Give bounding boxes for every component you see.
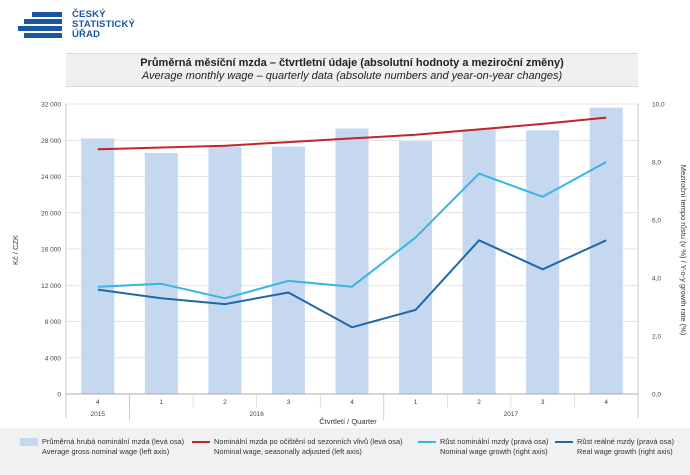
x-tick-label: 4 <box>350 399 354 406</box>
chart-subtitle: Average monthly wage – quarterly data (a… <box>141 70 563 82</box>
legend-label: Růst nominální mzdy (pravá osa) <box>440 437 549 446</box>
bar <box>335 128 369 394</box>
logo-line: STATISTICKÝ <box>72 19 136 30</box>
bar <box>462 129 496 394</box>
logo-text: ČESKÝ STATISTICKÝ ÚŘAD <box>72 10 135 40</box>
y-right-tick-label: 6,0 <box>652 218 661 225</box>
x-year-label: 2017 <box>504 411 519 418</box>
legend: Průměrná hrubá nominální mzda (levá osa)… <box>0 428 690 475</box>
legend-label: Average gross nominal wage (left axis) <box>42 447 170 456</box>
legend-swatch <box>418 441 436 443</box>
bar <box>144 152 178 394</box>
line-series <box>97 116 607 329</box>
x-tick-label: 3 <box>287 399 291 406</box>
legend-label: Růst reálné mzdy (pravá osa) <box>577 437 674 446</box>
logo-icon <box>18 12 62 38</box>
y-axis-right-title: Meziroční tempo růstu (v %) / Y-o-y grow… <box>679 165 688 336</box>
bar <box>81 138 115 394</box>
x-tick-label: 4 <box>604 399 608 406</box>
x-tick-label: 4 <box>96 399 100 406</box>
nominal-growth-line <box>97 161 607 300</box>
bar-series <box>81 107 623 394</box>
y-left-tick-label: 28 000 <box>41 138 61 145</box>
y-left-tick-label: 16 000 <box>41 247 61 254</box>
bar <box>526 130 560 394</box>
x-year-label: 2015 <box>91 411 106 418</box>
real-growth-line <box>97 239 607 329</box>
bar <box>589 107 623 394</box>
legend-label: Real wage growth (right axis) <box>577 447 673 456</box>
legend-swatch <box>555 441 573 443</box>
logo-line: ČESKÝ <box>72 9 106 20</box>
y-left-tick-label: 0 <box>57 392 61 399</box>
y-left-tick-label: 24 000 <box>41 174 61 181</box>
y-axis-left-title: Kč / CZK <box>11 235 20 265</box>
y-left-tick-label: 12 000 <box>41 283 61 290</box>
x-axis-title: Čtvrtletí / Quarter <box>319 417 377 426</box>
seasonal-wage-line <box>97 116 607 151</box>
x-tick-label: 3 <box>541 399 545 406</box>
x-tick-label: 1 <box>160 399 164 406</box>
axes: 0 4 000 8 000 12 000 16 000 20 000 24 000 28 00… <box>41 102 665 420</box>
y-right-tick-label: 2,0 <box>652 334 661 341</box>
x-tick-label: 1 <box>414 399 418 406</box>
bar <box>399 141 433 394</box>
x-tick-label: 2 <box>477 399 481 406</box>
y-left-tick-label: 4 000 <box>45 355 62 362</box>
y-right-tick-label: 4,0 <box>652 276 661 283</box>
legend-label: Nominal wage growth (right axis) <box>440 447 548 456</box>
chart-title: Průměrná měsíční mzda – čtvrtletní údaje… <box>140 57 564 69</box>
logo-line: ÚŘAD <box>72 29 101 40</box>
y-left-tick-label: 20 000 <box>41 210 61 217</box>
x-year-label: 2016 <box>249 411 264 418</box>
legend-swatch <box>20 438 38 446</box>
y-left-tick-label: 8 000 <box>45 319 62 326</box>
y-right-tick-label: 8,0 <box>652 160 661 167</box>
chart: 0 4 000 8 000 12 000 16 000 20 000 24 000 28 00… <box>11 102 688 427</box>
x-tick-label: 2 <box>223 399 227 406</box>
legend-label: Nominální mzda po očištění od sezonních … <box>214 437 403 446</box>
y-right-tick-label: 10,0 <box>652 102 665 109</box>
header: ČESKÝ STATISTICKÝ ÚŘAD <box>0 0 690 48</box>
bar <box>271 146 305 394</box>
legend-label: Průměrná hrubá nominální mzda (levá osa) <box>42 437 185 446</box>
legend-label: Nominal wage, seasonally adjusted (left … <box>214 447 362 456</box>
y-right-tick-label: 0,0 <box>652 392 661 399</box>
legend-swatch <box>192 441 210 443</box>
bar <box>208 146 242 394</box>
chart-title-box: Průměrná měsíční mzda – čtvrtletní údaje… <box>66 53 638 87</box>
y-left-tick-label: 32 000 <box>41 102 61 109</box>
